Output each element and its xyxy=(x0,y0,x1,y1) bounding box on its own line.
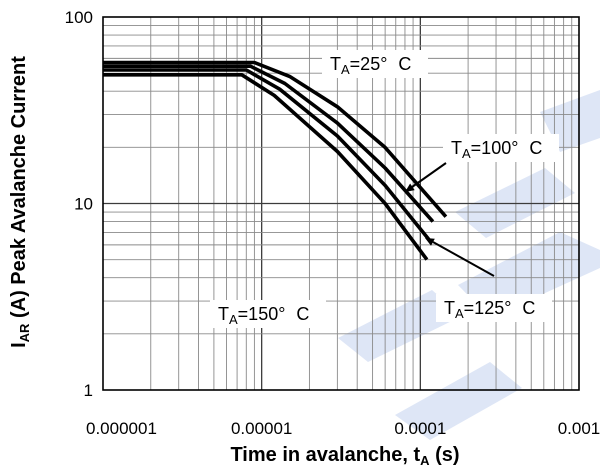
label-subscript: A xyxy=(462,146,471,161)
label-main: T xyxy=(451,138,462,158)
curve-label: TA=150° C xyxy=(218,304,309,327)
label-background xyxy=(443,134,559,162)
label-value: =25° C xyxy=(350,54,412,74)
label-background xyxy=(210,300,326,328)
arrow-head xyxy=(405,183,415,192)
x-tick-label: 0.000001 xyxy=(86,419,157,438)
y-tick-label: 100 xyxy=(65,8,93,27)
label-background xyxy=(436,294,552,322)
curves xyxy=(103,60,448,261)
label-main: T xyxy=(444,298,455,318)
y-axis-title-subscript: AR xyxy=(17,323,32,342)
label-subscript: A xyxy=(341,62,350,77)
label-ta-100c: TA=100° C xyxy=(443,134,559,162)
label-main: T xyxy=(218,304,229,324)
avalanche-curve-2 xyxy=(103,68,432,243)
x-axis-title-main: Time in avalanche, t xyxy=(230,444,420,466)
x-axis-title: Time in avalanche, tA (s) xyxy=(230,444,459,468)
curve-labels: TA=25° C TA=100° C TA=125° C TA=150° C xyxy=(210,50,559,328)
x-axis-title-subscript: A xyxy=(420,453,430,468)
label-subscript: A xyxy=(455,306,464,321)
y-axis-title-rest: (A) Peak Avalanche Current xyxy=(8,56,30,324)
watermark-shape xyxy=(395,362,522,440)
label-background xyxy=(322,50,428,78)
arrow-ta-125c xyxy=(425,238,495,277)
y-axis-title: IAR (A) Peak Avalanche Current xyxy=(8,56,32,348)
arrow-ta-100c xyxy=(405,162,447,192)
x-tick-label: 0.001 xyxy=(558,419,601,438)
y-tick-label: 10 xyxy=(74,195,93,214)
label-value: =150° C xyxy=(238,304,310,324)
label-ta-25c: TA=25° C xyxy=(322,50,428,78)
curve-label: TA=25° C xyxy=(330,54,411,77)
label-value: =125° C xyxy=(464,298,536,318)
label-value: =100° C xyxy=(471,138,543,158)
arrow-head xyxy=(425,238,435,246)
x-tick-label: 0.00001 xyxy=(231,419,292,438)
annotation-arrows xyxy=(405,162,495,277)
tick-labels: 0.000001 0.00001 0.0001 0.001 1 10 100 xyxy=(65,8,601,438)
plot-frame xyxy=(102,16,580,391)
label-ta-125c: TA=125° C xyxy=(436,294,552,322)
y-tick-label: 1 xyxy=(84,381,93,400)
avalanche-curve-1 xyxy=(103,64,435,223)
watermark-shape xyxy=(338,290,462,362)
x-axis-title-rest: (s) xyxy=(430,444,460,466)
x-tick-label: 0.0001 xyxy=(394,419,446,438)
label-ta-150c: TA=150° C xyxy=(210,300,326,328)
label-subscript: A xyxy=(229,312,238,327)
arrow-line xyxy=(432,241,495,277)
curve-label: TA=125° C xyxy=(444,298,535,321)
label-main: T xyxy=(330,54,341,74)
avalanche-curve-3 xyxy=(103,73,429,261)
avalanche-curve-0 xyxy=(103,60,448,218)
y-axis-title-main: I xyxy=(8,342,30,348)
arrow-line xyxy=(411,162,447,188)
curve-label: TA=100° C xyxy=(451,138,542,161)
